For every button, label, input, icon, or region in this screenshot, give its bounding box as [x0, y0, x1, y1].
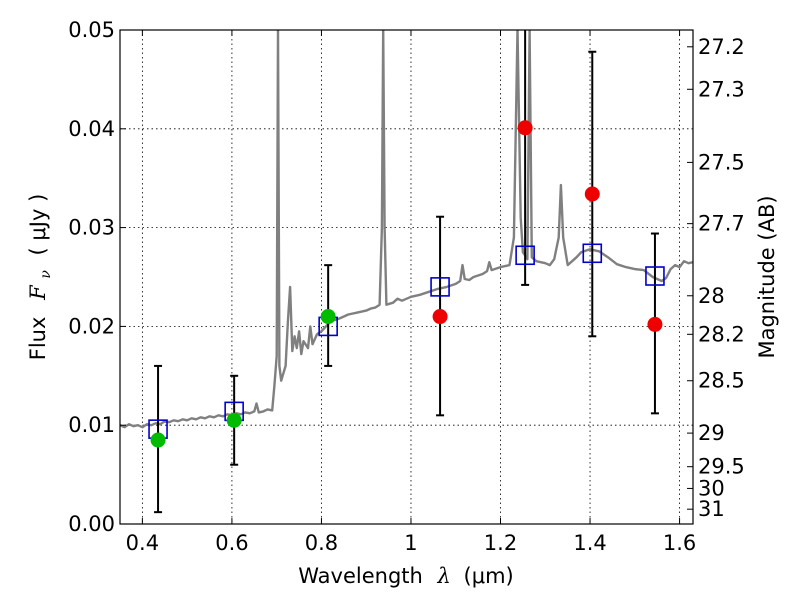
- x-tick-label: 1.2: [484, 531, 517, 555]
- x-tick-label: 1.6: [663, 531, 696, 555]
- y2-tick-label: 28.2: [698, 322, 745, 346]
- y2-axis-label-text: Magnitude (AB): [755, 195, 779, 358]
- detection-point: [320, 309, 336, 325]
- upper-limit-point: [517, 120, 533, 136]
- y-tick-label: 0.03: [68, 216, 115, 240]
- model-photometry-square: [645, 266, 665, 286]
- ticks: 0.4 0.6 0.8 1 1.2 1.4 1.6 0.00 0.01 0.02 0.03 0.04 0…: [68, 18, 745, 555]
- y2-tick-label: 29: [698, 421, 725, 445]
- y2-tick-label: 27.2: [698, 35, 745, 59]
- y-tick-label: 0.04: [68, 117, 115, 141]
- y-tick-label: 0.02: [68, 314, 115, 338]
- plot-frame: [119, 29, 694, 525]
- upper-limit-point: [432, 309, 448, 325]
- x-tick-label: 0.4: [126, 531, 159, 555]
- markers: [148, 30, 665, 514]
- svg-text:Wavelength λ (μm): Wavelength λ (μm): [298, 564, 513, 588]
- y-axis-label-unit: ( μJy ): [26, 194, 50, 256]
- x-tick-label: 1: [404, 531, 417, 555]
- model-spectrum-line: [120, 30, 693, 429]
- y-tick-label: 0.05: [68, 18, 115, 42]
- y2-tick-label: 31: [698, 497, 725, 521]
- x-tick-label: 0.8: [305, 531, 338, 555]
- model-photometry-square: [582, 243, 603, 264]
- svg-text:Flux F ν ( μ: Flux F ν ( μJy ): [26, 194, 55, 361]
- y-tick-label: 0.01: [68, 413, 115, 437]
- plot-area: [120, 30, 693, 429]
- y2-tick-label: 30: [698, 476, 725, 500]
- y2-tick-label: 27.5: [698, 150, 745, 174]
- y2-tick-label: 28.5: [698, 369, 745, 393]
- y-axis-label-text: Flux: [26, 317, 50, 361]
- detection-point: [150, 432, 166, 448]
- y-axis-label-symbol: F: [26, 284, 50, 301]
- x-tick-label: 0.6: [215, 531, 248, 555]
- x-tick-label: 1.4: [573, 531, 606, 555]
- y-axis-label-subscript: ν: [38, 270, 54, 279]
- y2-tick-label: 29.5: [698, 455, 745, 479]
- model-photometry-square: [515, 245, 535, 266]
- model-photometry-square: [430, 277, 450, 297]
- detection-point: [226, 412, 242, 428]
- y2-tick-label: 27.3: [698, 77, 745, 101]
- y2-tick-label: 27.7: [698, 212, 745, 236]
- x-axis-label: Wavelength λ (μm): [298, 564, 513, 588]
- x-axis-label-unit: (μm): [464, 564, 514, 588]
- grid: [120, 29, 693, 525]
- y-tick-label: 0.00: [68, 512, 115, 536]
- x-axis-label-symbol: λ: [437, 564, 451, 588]
- upper-limit-point: [647, 316, 663, 332]
- y2-axis-label: Magnitude (AB): [755, 195, 779, 358]
- y2-tick-label: 28: [698, 284, 725, 308]
- x-axis-label-text: Wavelength: [298, 564, 423, 588]
- upper-limit-point: [584, 186, 600, 202]
- y-axis-label: Flux F ν ( μJy ): [26, 194, 55, 361]
